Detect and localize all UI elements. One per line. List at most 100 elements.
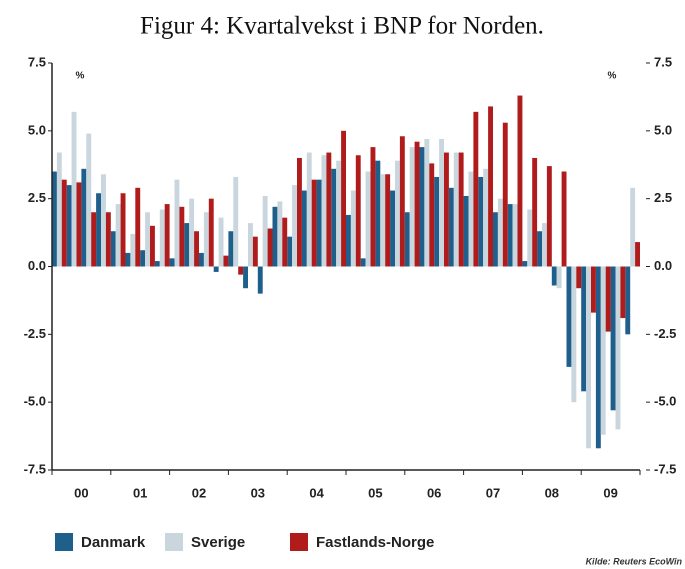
bar	[311, 179, 317, 267]
y-tick-label: 5.0	[28, 122, 46, 137]
bar	[76, 182, 82, 267]
legend-swatch	[55, 533, 73, 551]
bar	[81, 168, 87, 267]
bar	[532, 157, 538, 267]
bar	[272, 206, 278, 267]
y2-tick-label: 7.5	[654, 54, 672, 69]
bar	[375, 160, 381, 267]
bar	[130, 233, 136, 267]
bar	[546, 166, 552, 267]
bar	[595, 266, 601, 449]
bar	[620, 266, 626, 319]
bar	[292, 185, 297, 267]
bar	[233, 176, 239, 267]
bar	[600, 266, 606, 435]
bar	[409, 147, 415, 267]
bar	[635, 242, 640, 267]
bar	[507, 204, 513, 267]
bar	[262, 195, 268, 267]
bar	[463, 195, 469, 267]
bar	[448, 187, 454, 267]
bar	[404, 212, 410, 267]
legend-swatch	[290, 533, 308, 551]
bar	[502, 122, 508, 267]
bar	[145, 212, 150, 267]
bar	[238, 266, 244, 275]
bar	[208, 198, 214, 267]
y-tick-label: -2.5	[24, 326, 46, 341]
y2-tick-label: 0.0	[654, 258, 672, 273]
bar	[306, 152, 312, 267]
source: Kilde: Reuters EcoWin	[586, 556, 683, 566]
x-tick-label: 08	[545, 485, 559, 500]
bar	[591, 266, 596, 313]
x-tick-label: 07	[486, 485, 500, 500]
y-tick-label: -7.5	[24, 461, 46, 476]
bar	[414, 141, 420, 267]
y-tick-label: -5.0	[24, 394, 46, 409]
bar	[282, 217, 288, 267]
bar	[301, 190, 307, 267]
bar	[86, 133, 92, 267]
x-tick-label: 00	[74, 485, 88, 500]
bar	[71, 111, 77, 267]
bar	[203, 212, 209, 267]
bar	[429, 163, 435, 267]
bar	[248, 223, 253, 267]
bar	[159, 209, 165, 267]
bar	[497, 198, 503, 267]
bar	[468, 171, 474, 267]
bar	[66, 185, 72, 267]
chart-title: Figur 4: Kvartalvekst i BNP for Norden.	[140, 13, 544, 40]
bar	[96, 193, 101, 267]
bar	[566, 266, 572, 367]
bar	[360, 258, 366, 267]
bar	[61, 179, 67, 267]
legend-label: Sverige	[191, 534, 245, 551]
y2-tick-label: 2.5	[654, 190, 672, 205]
y-tick-label: 2.5	[28, 190, 46, 205]
bar	[488, 106, 493, 267]
bar	[571, 266, 577, 403]
bar	[101, 174, 106, 267]
bar	[483, 168, 489, 267]
y-tick-label: 7.5	[28, 54, 46, 69]
bar	[213, 266, 219, 272]
bar	[257, 266, 263, 294]
bar	[399, 136, 405, 267]
bar	[395, 160, 400, 267]
bar	[551, 266, 557, 286]
bar	[228, 231, 234, 267]
bar	[326, 152, 332, 267]
bar	[527, 209, 533, 267]
x-tick-label: 06	[427, 485, 441, 500]
bar	[110, 231, 116, 267]
bar	[581, 266, 587, 392]
bar	[542, 223, 547, 267]
bar	[444, 152, 449, 267]
bar	[277, 201, 283, 267]
bar	[243, 266, 248, 289]
bar	[91, 212, 97, 267]
x-tick-label: 03	[251, 485, 265, 500]
bar	[522, 261, 528, 267]
bar	[512, 204, 518, 267]
bar	[517, 95, 523, 267]
x-tick-label: 01	[133, 485, 147, 500]
bar	[336, 160, 342, 267]
bar	[194, 231, 199, 267]
bar	[287, 236, 293, 267]
bar	[365, 171, 371, 267]
bar	[331, 168, 337, 267]
bar	[493, 212, 498, 267]
bar	[179, 206, 185, 267]
bar	[120, 193, 126, 267]
bar	[576, 266, 582, 289]
x-tick-label: 05	[368, 485, 382, 500]
bar	[56, 152, 62, 267]
bar	[556, 266, 562, 289]
bar	[125, 252, 131, 267]
y-tick-label: 0.0	[28, 258, 46, 273]
bar	[135, 187, 141, 267]
y2-tick-label: 5.0	[654, 122, 672, 137]
